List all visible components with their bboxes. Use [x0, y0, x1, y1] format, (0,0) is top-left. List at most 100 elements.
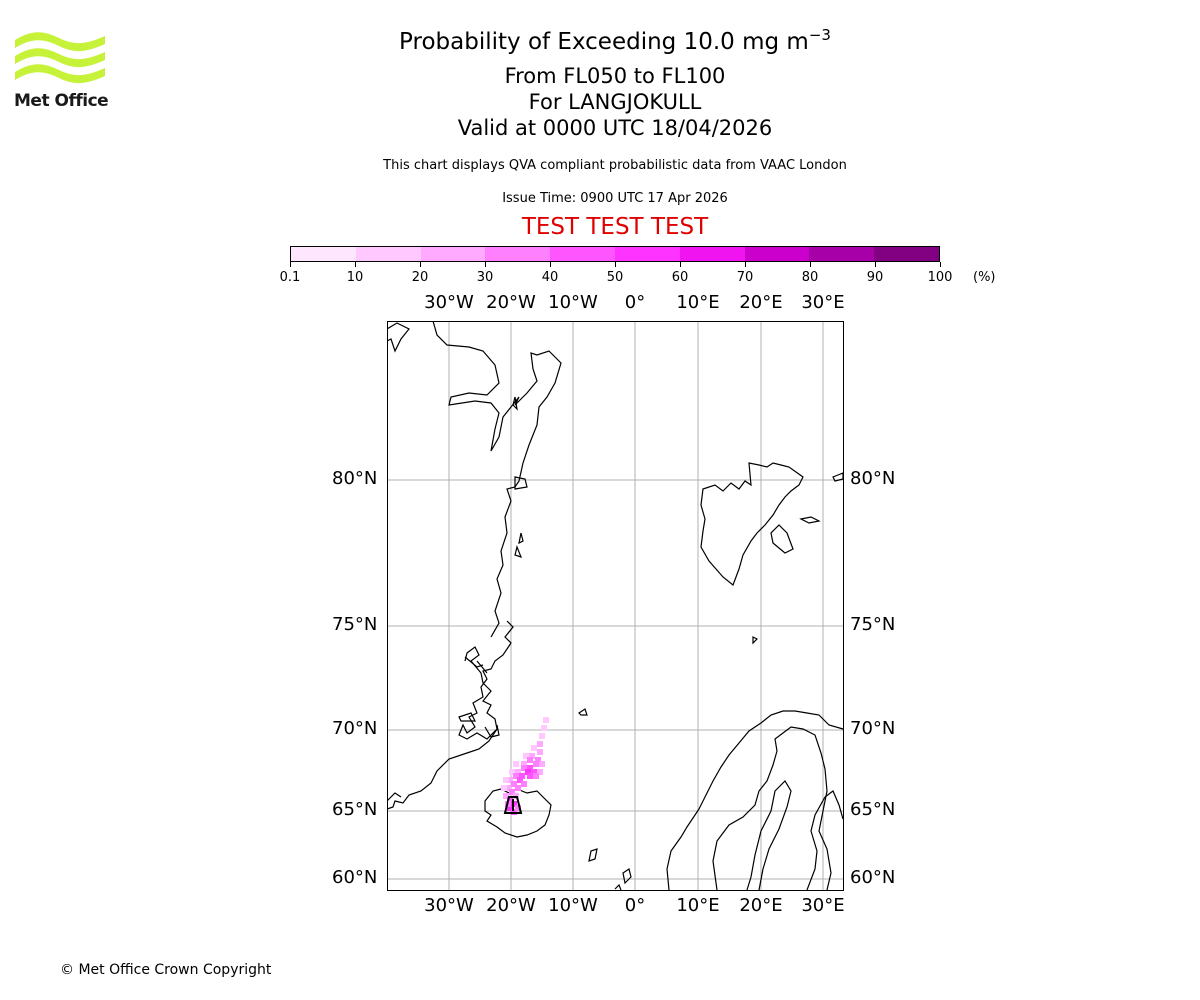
colorbar-segment	[744, 247, 810, 261]
plume-cell	[533, 761, 539, 767]
plume-cell	[537, 769, 543, 775]
longitude-label: 10°W	[548, 292, 598, 313]
plume-cell	[509, 789, 515, 795]
plume-cell	[535, 757, 541, 763]
latitude-label-right: 60°N	[850, 867, 896, 888]
colorbar-segment	[485, 247, 551, 261]
plume-cell	[515, 769, 521, 775]
colorbar-tick-label: 20	[411, 270, 429, 285]
longitude-label: 30°E	[801, 292, 845, 313]
volcano-name: For LANGJOKULL	[528, 90, 702, 114]
colorbar-tick-label: 70	[736, 270, 754, 285]
colorbar-tick-label: 80	[801, 270, 819, 285]
colorbar-tick-label: 90	[866, 270, 884, 285]
colorbar-tick-label: 10	[346, 270, 364, 285]
longitude-label: 20°E	[739, 292, 783, 313]
longitude-label: 30°E	[801, 895, 845, 916]
latitude-label-left: 70°N	[332, 718, 378, 739]
plume-cell	[523, 753, 529, 759]
validity-time: Valid at 0000 UTC 18/04/2026	[457, 116, 773, 140]
test-banner: TEST TEST TEST	[521, 214, 709, 240]
longitude-label: 10°E	[676, 292, 720, 313]
copyright-notice: © Met Office Crown Copyright	[60, 962, 272, 978]
plume-cell	[527, 773, 533, 779]
colorbar-segment	[679, 247, 745, 261]
data-note: This chart displays QVA compliant probab…	[383, 158, 847, 173]
colorbar-tick-mark	[420, 262, 421, 267]
colorbar-segment	[355, 247, 421, 261]
colorbar-segment	[291, 247, 356, 261]
plume-cell	[533, 773, 539, 779]
met-office-logo-icon	[15, 32, 105, 84]
colorbar-tick-label: 30	[476, 270, 494, 285]
plume-cell	[539, 733, 545, 739]
plume-cell	[511, 781, 517, 787]
colorbar-tick-mark	[745, 262, 746, 267]
plume-cell	[521, 765, 527, 771]
plume-cell	[521, 761, 527, 767]
colorbar-tick-mark	[615, 262, 616, 267]
colorbar-tick-mark	[680, 262, 681, 267]
plume-cell	[515, 805, 521, 811]
plume-cell	[503, 777, 509, 783]
plume-cell	[521, 781, 527, 787]
volcano-source-marker	[503, 796, 523, 814]
map-panel	[387, 321, 844, 891]
colorbar	[290, 246, 940, 262]
colorbar-tick-mark	[810, 262, 811, 267]
colorbar-tick-label: 100	[927, 270, 953, 285]
colorbar-unit: (%)	[973, 270, 996, 285]
logo-text: Met Office	[14, 91, 109, 111]
plume-cell	[531, 745, 537, 751]
latitude-label-left: 60°N	[332, 867, 378, 888]
colorbar-tick-mark	[550, 262, 551, 267]
latitude-label-right: 75°N	[850, 614, 896, 635]
longitude-label: 0°	[624, 895, 646, 916]
colorbar-tick-label: 0.1	[279, 270, 301, 285]
plume-cell	[543, 717, 549, 723]
plume-cell	[539, 761, 545, 767]
plume-cell	[527, 765, 533, 771]
longitude-label: 10°W	[548, 895, 598, 916]
colorbar-segment	[809, 247, 875, 261]
greenland-east-coast	[458, 620, 514, 740]
issue-time: Issue Time: 0900 UTC 17 Apr 2026	[502, 191, 728, 206]
plume-cell	[537, 749, 543, 755]
plume-cell	[509, 769, 515, 775]
plume-cell	[531, 769, 537, 775]
latitude-label-left: 80°N	[332, 468, 378, 489]
latitude-label-right: 80°N	[850, 468, 896, 489]
latitude-label-right: 70°N	[850, 718, 896, 739]
colorbar-segment	[420, 247, 486, 261]
colorbar-segment	[614, 247, 680, 261]
greenland-north-coast	[387, 321, 562, 638]
colorbar-tick-mark	[355, 262, 356, 267]
colorbar-segment	[874, 247, 939, 261]
plume-cell	[507, 797, 513, 803]
longitude-label: 20°W	[486, 292, 536, 313]
colorbar-tick-mark	[290, 262, 291, 267]
greenland-southeast-coast	[387, 728, 498, 810]
plume-cell	[517, 777, 523, 783]
longitude-label: 0°	[624, 292, 646, 313]
latitude-label-right: 65°N	[850, 799, 896, 820]
scandinavia-coast	[666, 710, 844, 891]
colorbar-tick-mark	[485, 262, 486, 267]
plume-cell	[505, 785, 511, 791]
plume-cell	[527, 757, 533, 763]
longitude-label: 30°W	[424, 292, 474, 313]
map-frame	[387, 321, 844, 891]
plume-cell	[503, 793, 509, 799]
longitude-label: 30°W	[424, 895, 474, 916]
plume-cell	[541, 725, 547, 731]
sweden-finland-border	[712, 726, 832, 891]
gulf-of-bothnia	[746, 780, 792, 891]
plume-cell	[507, 805, 513, 811]
colorbar-tick-label: 60	[671, 270, 689, 285]
plume-cell	[537, 741, 543, 747]
longitude-label: 10°E	[676, 895, 720, 916]
plume-cell	[507, 777, 513, 783]
longitude-label: 20°E	[739, 895, 783, 916]
plume-cell	[529, 753, 535, 759]
longitude-label: 20°W	[486, 895, 536, 916]
